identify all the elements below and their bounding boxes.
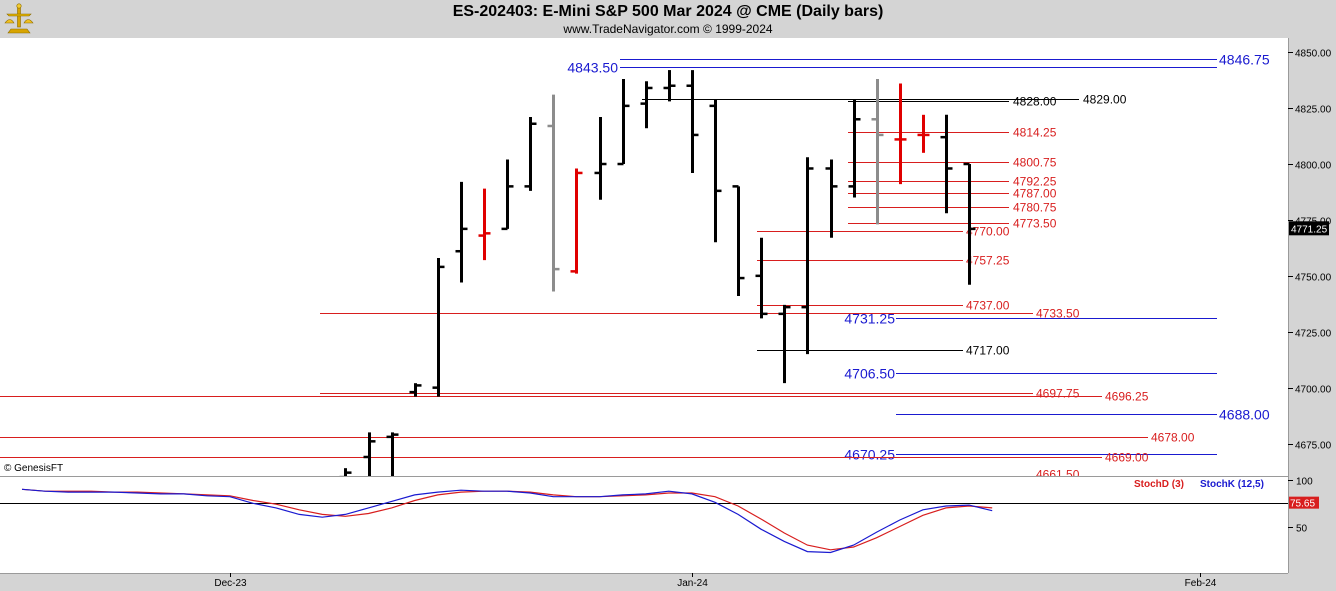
header-bar: ES-202403: E-Mini S&P 500 Mar 2024 @ CME… [0,0,1336,38]
price-axis-label: 4800.00 [1295,161,1332,172]
time-axis-label: Jan-24 [677,578,708,589]
price-level-label: 4770.00 [966,225,1010,239]
price-level-label: 4678.00 [1151,431,1195,445]
stochastic-panel [0,488,1288,554]
time-axis-label: Feb-24 [1185,578,1217,589]
price-level-label: 4669.00 [1105,451,1149,465]
price-level-label: 4843.50 [567,60,618,76]
price-level-label: 4706.50 [844,366,895,382]
price-level-label: 4733.50 [1036,307,1080,321]
stoch-panel [0,477,1288,573]
price-level-label: 4757.25 [966,254,1010,268]
price-level-label: 4661.50 [1036,468,1080,482]
price-level-label: 4697.75 [1036,387,1080,401]
time-axis-label: Dec-23 [214,578,247,589]
price-axis: 4675.004700.004725.004750.004775.004800.… [1288,49,1332,535]
chart-subtitle: www.TradeNavigator.com © 1999-2024 [563,22,773,36]
stoch-legend-item: StochD (3) [1134,479,1184,490]
stoch-legend-item: StochK (12,5) [1200,479,1264,490]
price-level-label: 4696.25 [1105,390,1149,404]
price-level-label: 4717.00 [966,344,1010,358]
price-axis-label: 4825.00 [1295,105,1332,116]
price-level-label: 4737.00 [966,299,1010,313]
price-level-label: 4780.75 [1013,201,1057,215]
price-level-label: 4670.25 [844,447,895,463]
price-bars [339,70,976,476]
price-level-label: 4773.50 [1013,217,1057,231]
time-axis: Dec-23 Jan-24 Feb-24 [214,573,1217,589]
price-level-label: 4787.00 [1013,187,1057,201]
price-level-label: 4814.25 [1013,126,1057,140]
price-level-label: 4846.75 [1219,52,1270,68]
stoch-k-line [21,488,993,554]
price-level-label: 4731.25 [844,311,895,327]
logo-icon [2,2,36,36]
last-price-badge [1289,221,1329,236]
price-axis-label: 4725.00 [1295,329,1332,340]
price-axis-label: 4850.00 [1295,49,1332,60]
chart-title: ES-202403: E-Mini S&P 500 Mar 2024 @ CME… [452,3,884,20]
stoch-value-badge [1289,496,1319,509]
price-axis-label: 4700.00 [1295,385,1332,396]
price-level-label: 4828.00 [1013,95,1057,109]
price-level-label: 4829.00 [1083,93,1127,107]
price-axis-label: 4750.00 [1295,273,1332,284]
stoch-axis-label: 100 [1296,477,1313,488]
price-panel [0,38,1288,476]
price-axis-label: 4675.00 [1295,441,1332,452]
last-price-label: 4771.25 [1291,224,1328,235]
stoch-axis-label: 50 [1296,524,1308,535]
credit-label: © GenesisFT [4,463,64,474]
price-levels: 4846.75 4843.50 4829.00 4828.00 4814.25 4800.… [0,52,1270,482]
price-level-label: 4688.00 [1219,407,1270,423]
price-level-label: 4792.25 [1013,175,1057,189]
price-level-label: 4800.75 [1013,156,1057,170]
stoch-value-label: 75.65 [1290,499,1315,510]
